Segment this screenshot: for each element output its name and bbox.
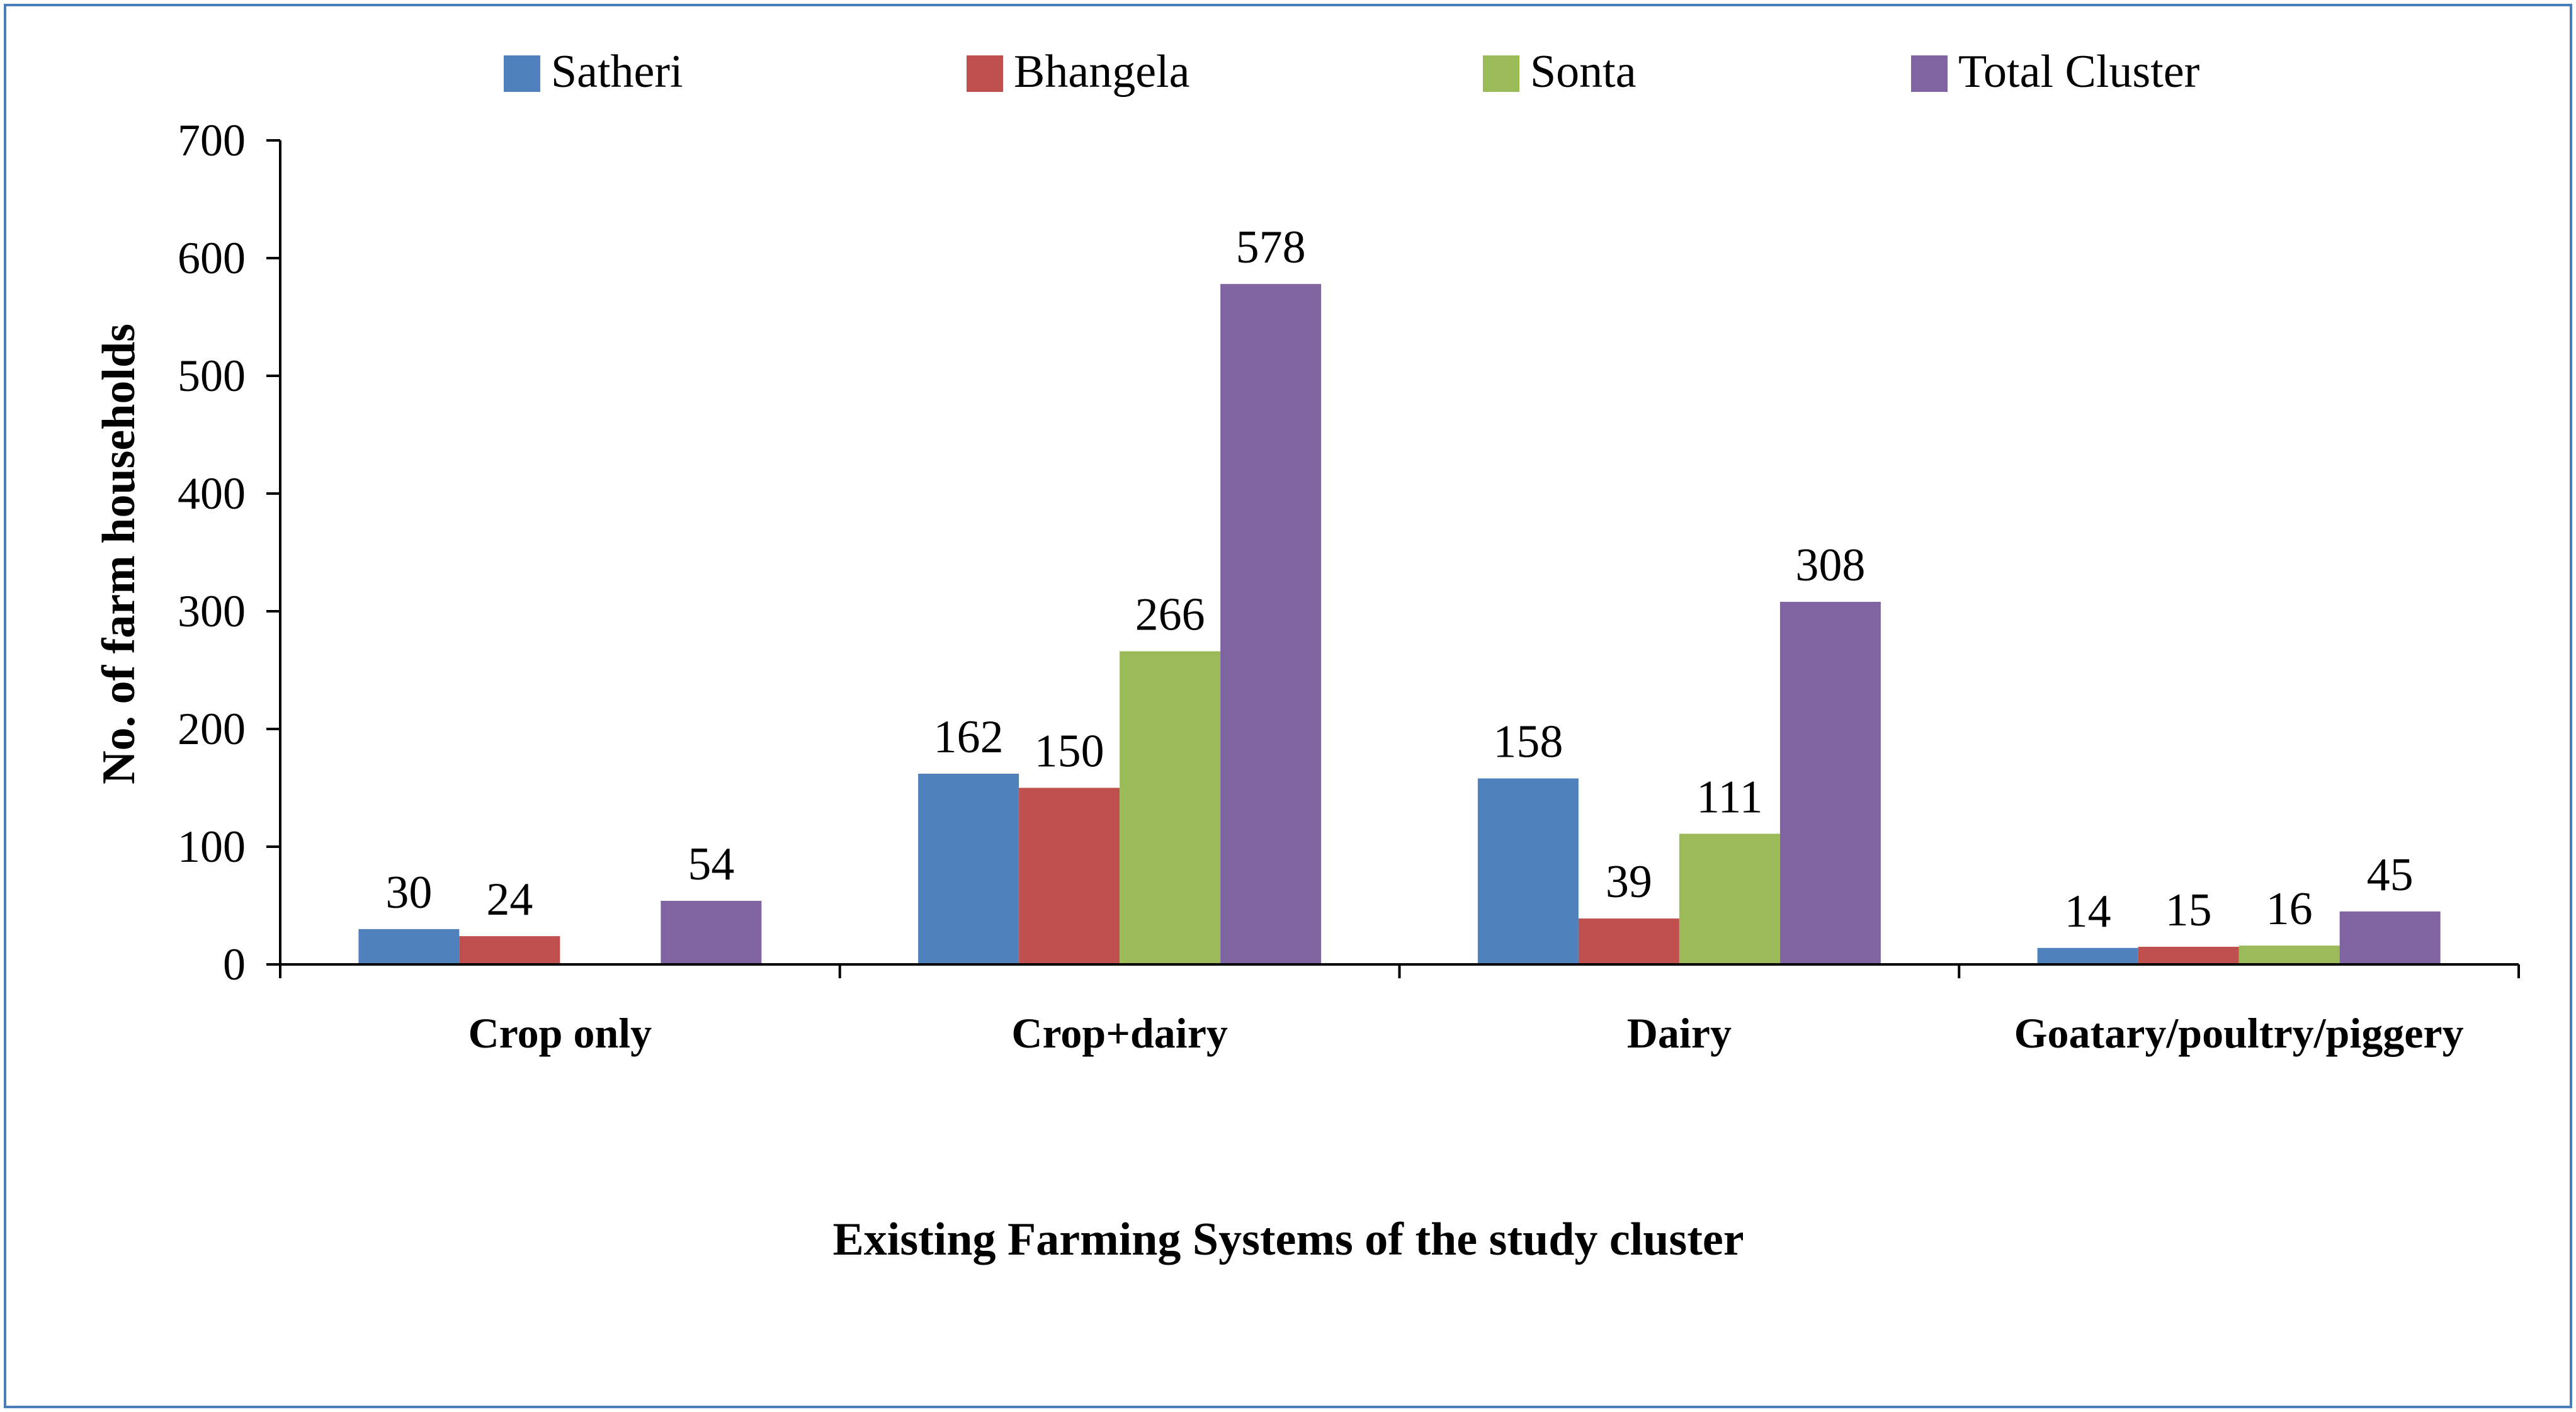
bar <box>1779 602 1881 964</box>
legend-swatch <box>1911 55 1948 92</box>
bar <box>661 901 762 964</box>
legend-label: Total Cluster <box>1958 46 2199 98</box>
data-label: 150 <box>1035 726 1104 777</box>
legend-swatch <box>1483 55 1519 92</box>
data-label: 14 <box>2065 886 2111 937</box>
y-tick-label: 500 <box>178 351 246 401</box>
y-tick-label: 200 <box>178 704 246 754</box>
bar <box>1019 788 1120 964</box>
data-label: 162 <box>934 711 1004 763</box>
x-axis: Crop only Crop+dairy Dairy Goatary/poultry/… <box>279 963 2520 1057</box>
y-tick-label: 100 <box>178 822 246 872</box>
data-label: 24 <box>486 874 533 925</box>
category-label: Dairy <box>1627 1009 1732 1057</box>
category-label: Crop only <box>468 1009 652 1057</box>
data-label: 308 <box>1795 539 1865 591</box>
bar <box>459 936 560 964</box>
y-tick-label: 700 <box>178 115 246 166</box>
y-axis-title: No. of farm households <box>93 324 145 784</box>
legend-swatch <box>504 55 540 92</box>
category-label: Goatary/poultry/piggery <box>2014 1009 2464 1057</box>
bar <box>358 929 460 964</box>
legend-label: Bhangela <box>1014 46 1189 98</box>
x-axis-title: Existing Farming Systems of the study cl… <box>832 1214 1744 1265</box>
data-label: 15 <box>2165 884 2212 936</box>
category-label: Crop+dairy <box>1011 1009 1228 1057</box>
bar <box>1578 918 1679 964</box>
data-label: 30 <box>385 867 432 918</box>
legend: Satheri Bhangela Sonta Total Cluster <box>504 46 2199 98</box>
bar <box>1679 833 1780 964</box>
bars <box>358 284 2441 964</box>
data-labels: 30 24 54 162 150 266 578 158 39 111 308 14 15 16 45 <box>385 222 2413 937</box>
y-tick-label: 400 <box>178 468 246 519</box>
y-tick-label: 600 <box>178 233 246 283</box>
y-tick-label: 300 <box>178 586 246 636</box>
legend-label: Satheri <box>551 46 683 98</box>
legend-swatch <box>967 55 1003 92</box>
data-label: 266 <box>1135 589 1205 641</box>
bar <box>1220 284 1322 964</box>
bar <box>2339 911 2441 964</box>
bar <box>2238 946 2340 964</box>
legend-label: Sonta <box>1530 46 1637 98</box>
bar <box>2037 947 2138 964</box>
data-label: 45 <box>2367 849 2414 901</box>
bar <box>2138 946 2239 964</box>
bar <box>918 774 1019 964</box>
data-label: 39 <box>1606 856 1652 908</box>
data-label: 54 <box>688 839 734 890</box>
bar <box>1120 651 1221 964</box>
data-label: 16 <box>2266 883 2313 935</box>
bar <box>1477 778 1579 964</box>
y-axis: 0 100 200 300 400 500 600 700 <box>178 115 281 990</box>
data-label: 578 <box>1236 222 1306 273</box>
y-tick-label: 0 <box>223 939 246 990</box>
data-label: 111 <box>1696 771 1763 823</box>
data-label: 158 <box>1493 716 1563 768</box>
